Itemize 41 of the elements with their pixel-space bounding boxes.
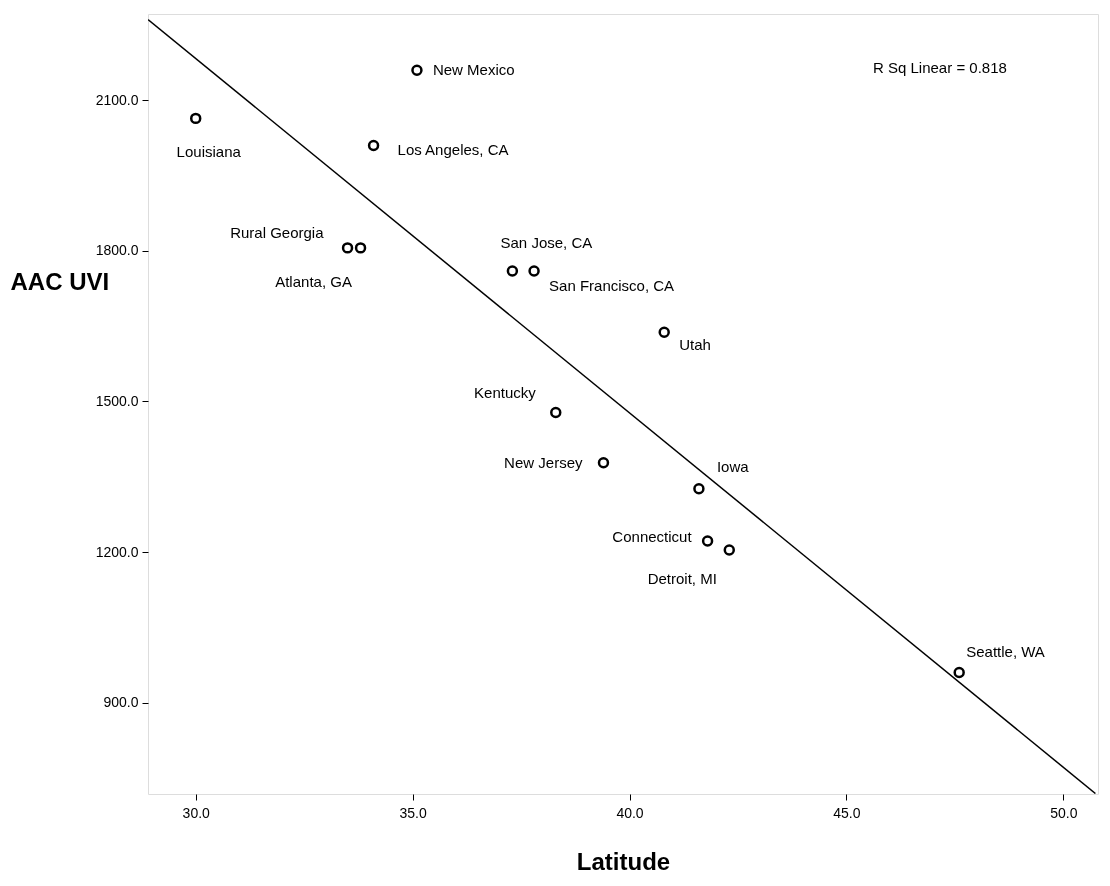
- annotation: San Francisco, CA: [549, 276, 675, 294]
- x-tick-label: 35.0: [399, 804, 427, 821]
- point: [341, 242, 354, 254]
- annotation: Iowa: [716, 457, 750, 475]
- x-tick-label: 50.0: [1050, 804, 1078, 821]
- point: [693, 483, 705, 495]
- y-tick-label: 1800.0: [95, 242, 139, 259]
- annotation: New Mexico: [432, 61, 515, 79]
- point: [597, 457, 610, 469]
- annotation: Los Angeles, CA: [397, 140, 509, 158]
- point: [506, 265, 519, 277]
- x-tick-label: 30.0: [182, 804, 211, 821]
- annotation: R Sq Linear = 0.818: [873, 59, 1007, 76]
- annotation: Atlanta, GA: [275, 272, 352, 290]
- point: [723, 544, 735, 556]
- annotation: Rural Georgia: [230, 223, 325, 241]
- point: [953, 666, 965, 679]
- point: [550, 406, 562, 419]
- y-tick-label: 1200.0: [95, 543, 139, 560]
- point: [189, 112, 202, 125]
- point: [411, 64, 423, 76]
- annotation: Kentucky: [474, 383, 537, 401]
- y-tick-label: 1500.0: [95, 392, 139, 409]
- x-tick-label: 40.0: [616, 804, 644, 821]
- point: [658, 326, 670, 338]
- annotation: Seattle, WA: [966, 642, 1045, 660]
- point: [701, 535, 714, 547]
- point: [528, 265, 540, 277]
- annotation: Utah: [679, 336, 711, 354]
- x-axis-title: Latitude: [576, 847, 671, 875]
- annotation: Connecticut: [612, 528, 693, 546]
- y-axis-title: AAC UVI: [10, 267, 110, 295]
- y-tick-label: 900.0: [103, 694, 139, 711]
- annotation: San Jose, CA: [500, 233, 593, 251]
- point: [354, 242, 367, 254]
- annotation: Louisiana: [176, 143, 242, 161]
- annotation: Detroit, MI: [647, 570, 717, 588]
- y-tick-label: 2100.0: [95, 91, 139, 108]
- annotation: New Jersey: [504, 453, 583, 471]
- x-tick-label: 45.0: [833, 804, 861, 821]
- point: [367, 139, 380, 152]
